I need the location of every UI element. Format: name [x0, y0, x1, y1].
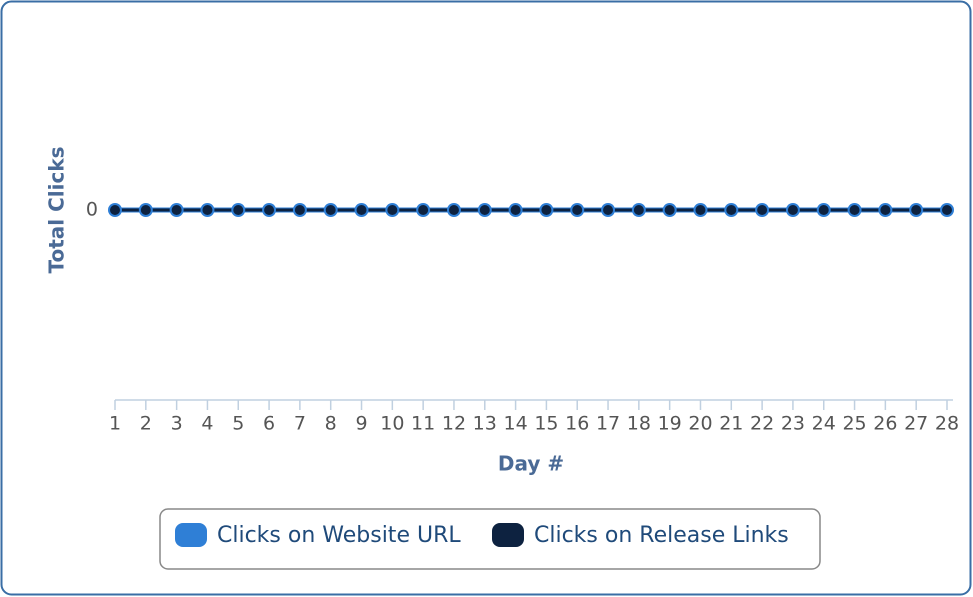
legend-label: Clicks on Release Links [534, 523, 789, 548]
x-tick-label: 18 [627, 413, 651, 435]
point [695, 205, 706, 215]
point [510, 205, 521, 215]
point [140, 205, 151, 215]
x-tick-label: 9 [355, 413, 367, 435]
point [448, 205, 459, 215]
point [294, 205, 305, 215]
x-tick-label: 12 [442, 413, 466, 435]
x-tick-label: 1 [109, 413, 121, 435]
legend-box [159, 508, 821, 570]
x-tick-label: 16 [565, 413, 589, 435]
x-tick-label: 13 [473, 413, 497, 435]
x-tick-label: 25 [842, 413, 866, 435]
point [880, 205, 891, 215]
x-tick-label: 5 [232, 413, 244, 435]
point [202, 205, 213, 215]
point [264, 205, 275, 215]
point [911, 205, 922, 215]
point [664, 205, 675, 215]
point [757, 205, 768, 215]
legend-label: Clicks on Website URL [217, 523, 461, 548]
x-tick-label: 17 [596, 413, 620, 435]
y-tick-label: 0 [86, 199, 98, 221]
point [171, 205, 182, 215]
x-tick-label: 2 [140, 413, 152, 435]
point [479, 205, 490, 215]
x-tick-label: 22 [750, 413, 774, 435]
x-tick-label: 27 [904, 413, 928, 435]
point [356, 205, 367, 215]
x-tick-label: 15 [534, 413, 558, 435]
y-axis-title: Total Clicks [45, 146, 69, 273]
x-tick-label: 24 [812, 413, 836, 435]
x-tick-label: 28 [935, 413, 959, 435]
x-tick-label: 7 [294, 413, 306, 435]
x-tick-label: 8 [325, 413, 337, 435]
x-tick-label: 19 [658, 413, 682, 435]
point [418, 205, 429, 215]
x-tick-label: 20 [688, 413, 712, 435]
point [325, 205, 336, 215]
x-axis-title: Day # [498, 452, 564, 476]
point [603, 205, 614, 215]
point [726, 205, 737, 215]
x-tick-label: 6 [263, 413, 275, 435]
point [633, 205, 644, 215]
point [849, 205, 860, 215]
x-tick-label: 4 [201, 413, 213, 435]
point [541, 205, 552, 215]
x-tick-label: 11 [411, 413, 435, 435]
point [572, 205, 583, 215]
legend-swatch [492, 523, 524, 547]
x-tick-label: 3 [171, 413, 183, 435]
x-tick-label: 26 [873, 413, 897, 435]
point [110, 205, 120, 215]
point [387, 205, 398, 215]
x-tick-label: 23 [781, 413, 805, 435]
x-tick-label: 21 [719, 413, 743, 435]
point [787, 205, 798, 215]
point [942, 205, 952, 215]
x-tick-label: 14 [503, 413, 527, 435]
point [818, 205, 829, 215]
x-tick-label: 10 [380, 413, 404, 435]
point [233, 205, 244, 215]
legend-swatch [175, 523, 207, 547]
